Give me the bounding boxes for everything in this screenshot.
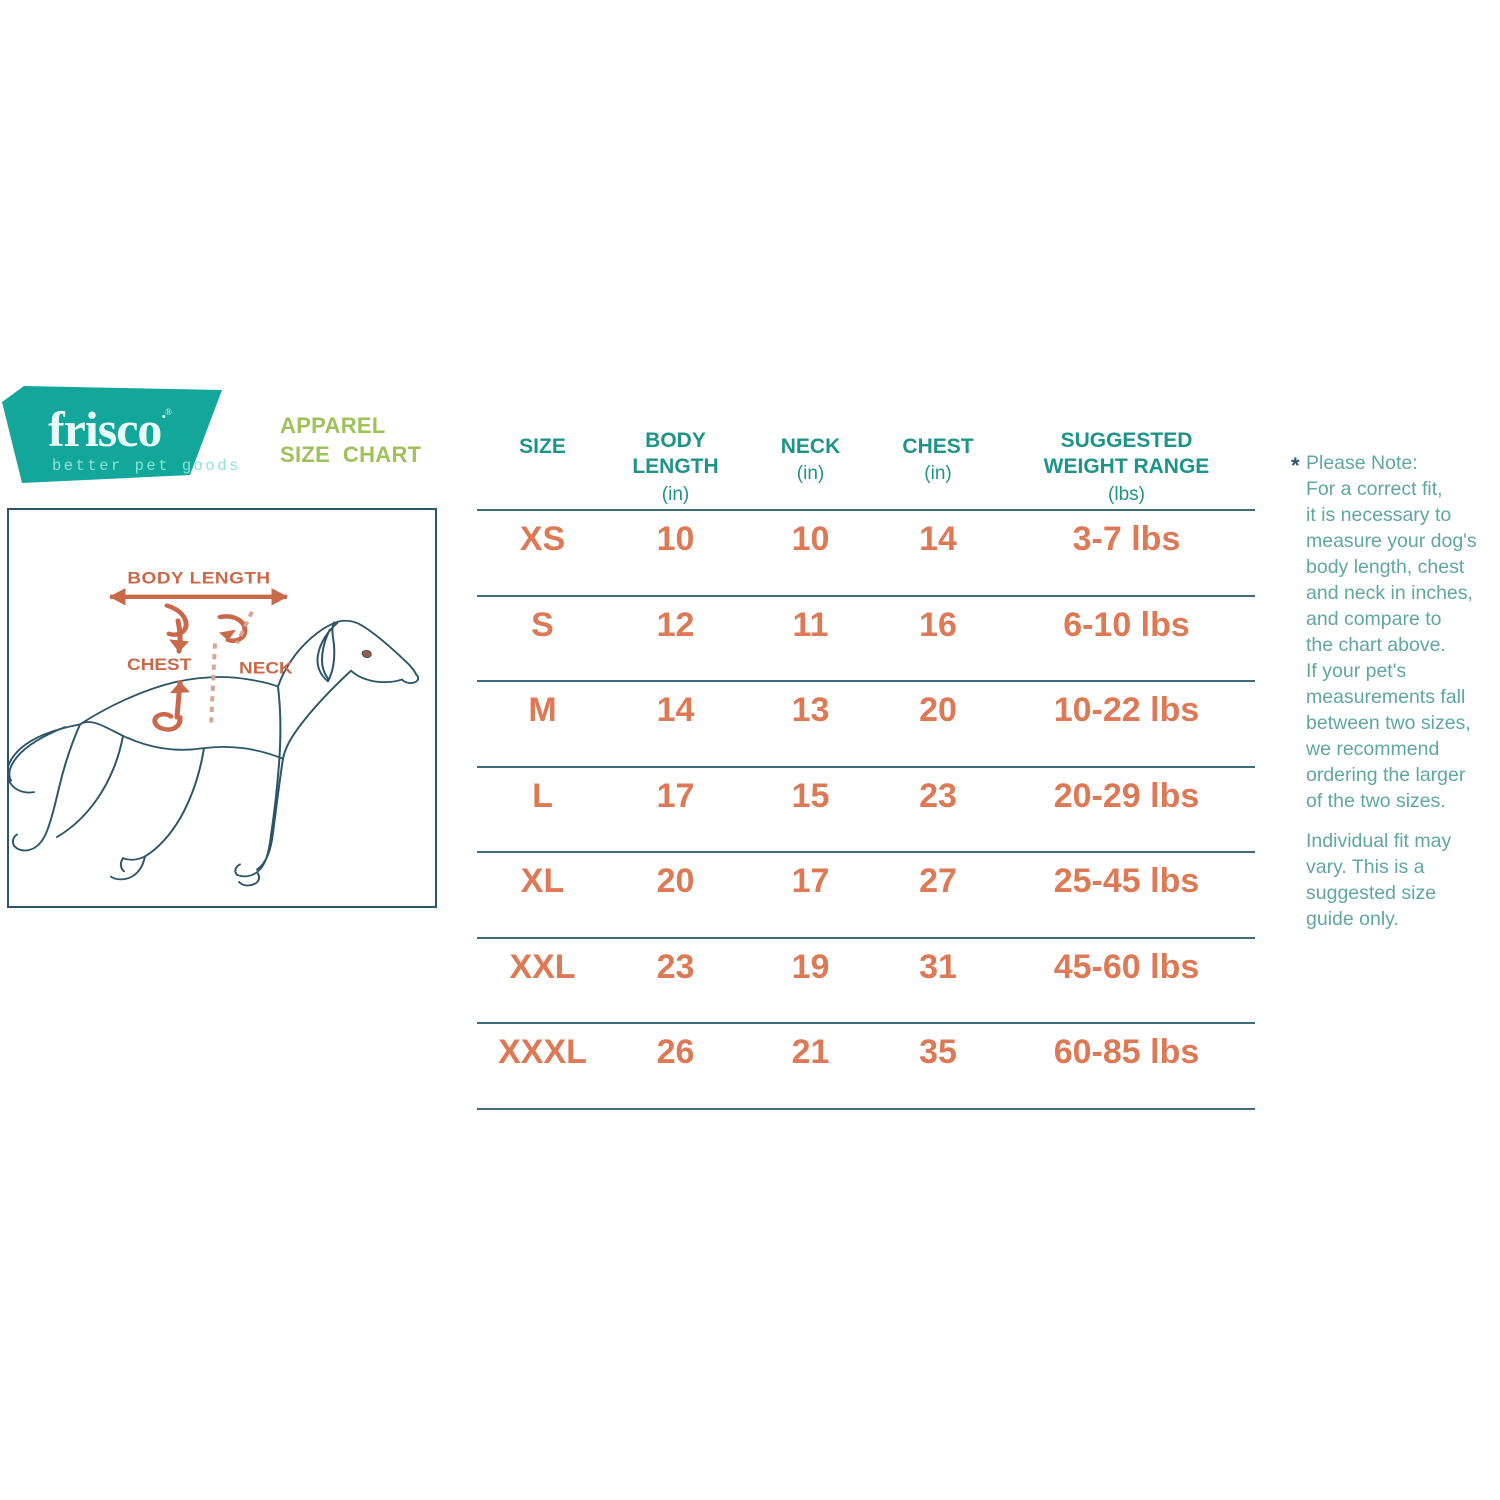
svg-text:NECK: NECK: [239, 658, 293, 677]
svg-text:CHEST: CHEST: [127, 655, 191, 674]
svg-text:BODY LENGTH: BODY LENGTH: [127, 569, 270, 588]
